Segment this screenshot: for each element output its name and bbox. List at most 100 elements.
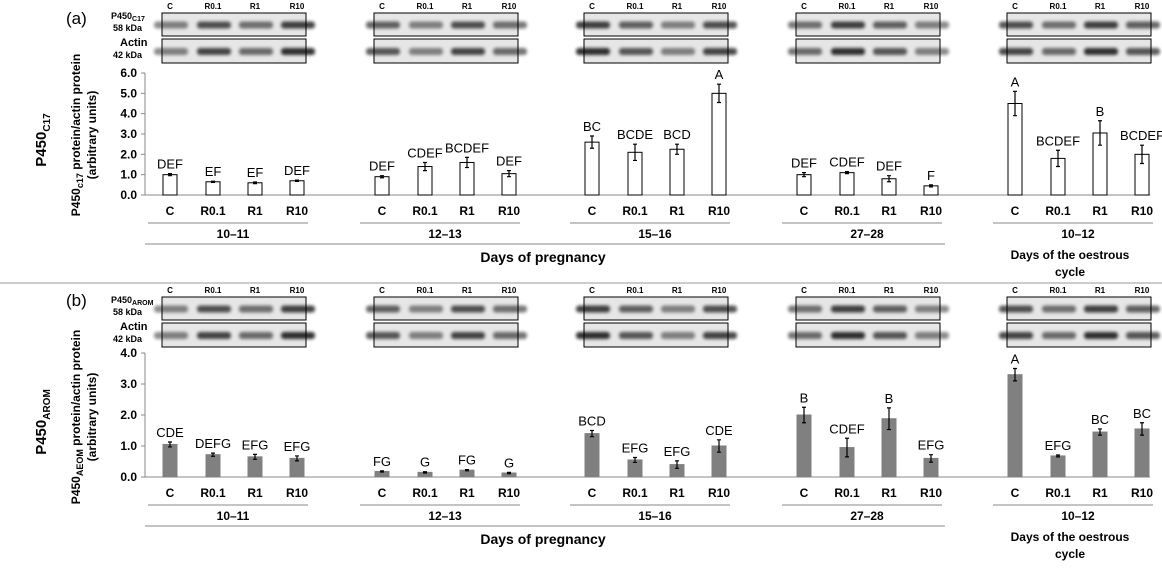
side-label: P450C17 [33,113,53,167]
error-bar [590,429,594,438]
blot-lane-label: R10 [1135,286,1150,295]
blot-band [831,332,865,339]
blot-band [576,305,610,313]
blot-lane-label: C [167,2,173,11]
blot-band [999,332,1033,339]
y-label-main: P450 [69,476,83,504]
blot-band [281,332,315,339]
error-bar [253,181,257,185]
x-tick-label: R0.1 [834,486,860,500]
blot-band [281,305,315,313]
y-axis-label: P450AEOM protein/actin protein [69,330,85,504]
blot-band [409,305,443,313]
blot-band [197,305,231,313]
blot-band [366,21,400,29]
x-tick-label: C [800,204,809,218]
error-bar [211,180,215,183]
blot-band [1084,332,1118,339]
significance-letter: EF [247,165,264,180]
x-tick-label: R0.1 [412,486,438,500]
significance-letter: DEF [157,157,183,172]
x-tick-label: R10 [1131,486,1153,500]
blot-band [239,305,273,313]
error-bar [887,407,891,431]
error-bar [845,437,849,458]
blot-actin-kda: 42 kDa [113,334,143,344]
blot-lane-label: C [379,286,385,295]
bar [374,176,390,196]
blot-band [1084,21,1118,29]
x-tick-label: C [1011,486,1020,500]
error-bar [295,179,299,182]
significance-letter: DEF [791,156,817,171]
blot-band [1126,332,1160,339]
side-label-sub: AROM [42,389,53,420]
blot-lane-label: R1 [884,2,895,11]
blot-band [197,21,231,29]
blot-band [576,21,610,29]
blot-band [999,21,1033,29]
x-tick-label: R1 [247,486,263,500]
group-label: 15–16 [638,509,672,523]
bar [796,414,812,478]
bar [796,174,812,196]
significance-letter: CDE [156,425,184,440]
panel-label: (b) [66,291,87,310]
blot-band [915,48,949,55]
blot-band [1042,48,1076,55]
x-tick-label: C [378,486,387,500]
blot-band [493,48,527,55]
blot-band [197,48,231,55]
y-axis-units: (arbitrary units) [85,373,99,462]
error-bar [1140,422,1144,436]
y-tick-label: 5.0 [120,86,137,100]
blot-actin-label: Actin [120,37,148,49]
significance-letter: EFG [242,437,269,452]
error-bar [1013,367,1017,382]
error-bar [590,135,594,149]
y-tick-label: 4.0 [120,107,137,121]
blot-band [999,305,1033,313]
bar [162,174,178,196]
bar [584,141,600,196]
side-label: P450AROM [33,389,53,455]
x-tick-label: R10 [498,486,520,500]
significance-letter: FG [373,454,391,469]
blot-band [366,48,400,55]
blot-band [154,48,188,55]
significance-letter: BCDEF [1036,133,1080,148]
blot-lane-label: C [589,286,595,295]
blot-band [576,48,610,55]
error-bar [1140,144,1144,165]
blot-lane-label: R1 [884,286,895,295]
blot-band [788,305,822,313]
blot-band [1126,21,1160,29]
x-tick-label: C [588,486,597,500]
error-bar [380,175,384,179]
significance-letter: A [1011,352,1020,367]
x-tick-label: R10 [286,486,308,500]
blot-band [661,332,695,339]
side-label-main: P450 [33,420,50,455]
blot-band [703,332,737,339]
y-tick-label: 4.0 [120,346,137,360]
group-label: 27–28 [850,509,884,523]
significance-letter: DEFG [195,436,231,451]
blot-lane-label: R1 [462,2,473,11]
blot-band [366,332,400,339]
blot-lane-label: C [379,2,385,11]
x-tick-label: C [166,204,175,218]
blot-lane-label: C [1012,286,1018,295]
error-bar [845,171,849,175]
oestrous-label: cycle [1055,265,1085,279]
x-tick-label: R0.1 [622,204,648,218]
significance-letter: BCDE [617,127,653,142]
bar [711,92,727,196]
blot-band [493,305,527,313]
blot-actin-kda: 42 kDa [113,50,143,60]
blot-band [1126,305,1160,313]
blot-band [619,21,653,29]
error-bar [295,455,299,462]
blot-band [1042,21,1076,29]
blot-protein-label: P450C17 [111,11,145,23]
